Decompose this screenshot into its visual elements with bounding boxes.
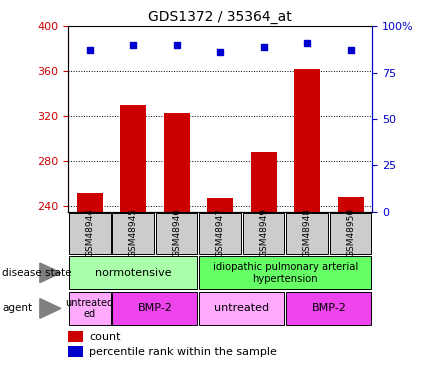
Polygon shape — [40, 298, 61, 318]
Text: GSM48945: GSM48945 — [129, 208, 138, 257]
Bar — [112, 292, 198, 325]
Bar — [156, 213, 198, 254]
Bar — [68, 331, 83, 342]
Bar — [69, 256, 198, 289]
Bar — [251, 152, 277, 212]
Bar — [330, 213, 371, 254]
Text: normotensive: normotensive — [95, 268, 171, 278]
Polygon shape — [40, 263, 61, 283]
Bar — [207, 198, 233, 212]
Bar — [112, 213, 154, 254]
Bar — [120, 105, 146, 212]
Text: GSM48944: GSM48944 — [85, 208, 94, 257]
Bar — [199, 292, 284, 325]
Text: BMP-2: BMP-2 — [138, 303, 172, 313]
Point — [216, 49, 223, 55]
Bar — [243, 213, 284, 254]
Bar — [286, 213, 328, 254]
Text: agent: agent — [2, 303, 32, 313]
Point — [347, 47, 354, 53]
Text: untreated
ed: untreated ed — [66, 298, 114, 319]
Bar — [294, 69, 320, 212]
Point — [304, 40, 311, 46]
Point — [86, 47, 93, 53]
Text: disease state: disease state — [2, 268, 72, 278]
Bar — [77, 193, 102, 212]
Text: GSM48950: GSM48950 — [346, 208, 355, 257]
Point — [173, 42, 180, 48]
Text: count: count — [89, 332, 121, 342]
Text: percentile rank within the sample: percentile rank within the sample — [89, 346, 277, 357]
Bar — [199, 213, 241, 254]
Bar — [286, 292, 371, 325]
Bar — [68, 346, 83, 357]
Bar — [69, 213, 110, 254]
Text: GSM48946: GSM48946 — [172, 208, 181, 257]
Bar — [338, 197, 364, 212]
Text: BMP-2: BMP-2 — [311, 303, 346, 313]
Text: untreated: untreated — [214, 303, 269, 313]
Point — [130, 42, 137, 48]
Bar — [163, 113, 190, 212]
Bar — [199, 256, 371, 289]
Text: idiopathic pulmonary arterial
hypertension: idiopathic pulmonary arterial hypertensi… — [213, 262, 358, 284]
Point — [260, 44, 267, 50]
Text: GSM48949: GSM48949 — [259, 208, 268, 257]
Text: GSM48947: GSM48947 — [215, 208, 225, 257]
Bar — [69, 292, 110, 325]
Text: GSM48948: GSM48948 — [303, 208, 311, 257]
Title: GDS1372 / 35364_at: GDS1372 / 35364_at — [148, 10, 292, 24]
